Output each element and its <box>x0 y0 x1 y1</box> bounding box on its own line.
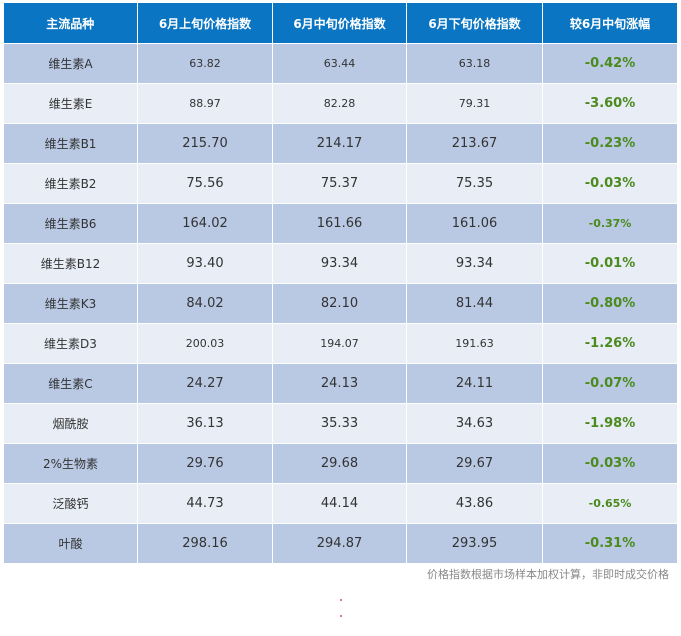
early-june-value: 215.70 <box>137 123 273 164</box>
change-value: -3.60% <box>542 83 678 124</box>
change-value: -0.80% <box>542 283 678 324</box>
table-row: 维生素B1 215.70 214.17 213.67 -0.23% <box>3 123 678 164</box>
table-row: 维生素A 63.82 63.44 63.18 -0.42% <box>3 43 678 84</box>
header-early-june-index: 6月上旬价格指数 <box>137 3 273 44</box>
early-june-value: 93.40 <box>137 243 273 284</box>
variety-name: 维生素B6 <box>3 203 138 244</box>
early-june-value: 24.27 <box>137 363 273 404</box>
mid-june-value: 82.28 <box>272 83 407 124</box>
mid-june-value: 29.68 <box>272 443 407 484</box>
late-june-value: 24.11 <box>406 363 543 404</box>
variety-name: 烟酰胺 <box>3 403 138 444</box>
change-value: -0.31% <box>542 523 678 564</box>
header-variety: 主流品种 <box>3 3 138 44</box>
late-june-value: 191.63 <box>406 323 543 364</box>
variety-name: 维生素D3 <box>3 323 138 364</box>
early-june-value: 84.02 <box>137 283 273 324</box>
table-header-row: 主流品种 6月上旬价格指数 6月中旬价格指数 6月下旬价格指数 较6月中旬涨幅 <box>3 3 678 44</box>
early-june-value: 298.16 <box>137 523 273 564</box>
change-value: -0.37% <box>542 203 678 244</box>
early-june-value: 44.73 <box>137 483 273 524</box>
late-june-value: 93.34 <box>406 243 543 284</box>
change-value: -0.03% <box>542 443 678 484</box>
mid-june-value: 35.33 <box>272 403 407 444</box>
change-value: -1.98% <box>542 403 678 444</box>
mid-june-value: 44.14 <box>272 483 407 524</box>
header-late-june-index: 6月下旬价格指数 <box>406 3 543 44</box>
late-june-value: 29.67 <box>406 443 543 484</box>
table-row: 维生素B12 93.40 93.34 93.34 -0.01% <box>3 243 678 284</box>
mid-june-value: 63.44 <box>272 43 407 84</box>
change-value: -0.65% <box>542 483 678 524</box>
variety-name: 维生素B1 <box>3 123 138 164</box>
late-june-value: 81.44 <box>406 283 543 324</box>
variety-name: 2%生物素 <box>3 443 138 484</box>
early-june-value: 29.76 <box>137 443 273 484</box>
table-row: 烟酰胺 36.13 35.33 34.63 -1.98% <box>3 403 678 444</box>
change-value: -0.42% <box>542 43 678 84</box>
late-june-value: 75.35 <box>406 163 543 204</box>
variety-name: 叶酸 <box>3 523 138 564</box>
variety-name: 维生素E <box>3 83 138 124</box>
header-mid-june-index: 6月中旬价格指数 <box>272 3 407 44</box>
table-row: 维生素E 88.97 82.28 79.31 -3.60% <box>3 83 678 124</box>
variety-name: 维生素B12 <box>3 243 138 284</box>
table-row: 维生素D3 200.03 194.07 191.63 -1.26% <box>3 323 678 364</box>
early-june-value: 75.56 <box>137 163 273 204</box>
mid-june-value: 294.87 <box>272 523 407 564</box>
vitamin-price-index-table: 主流品种 6月上旬价格指数 6月中旬价格指数 6月下旬价格指数 较6月中旬涨幅 … <box>3 3 678 564</box>
footnote: 价格指数根据市场样本加权计算，非即时成交价格 <box>427 568 669 581</box>
table-row: 维生素B2 75.56 75.37 75.35 -0.03% <box>3 163 678 204</box>
mid-june-value: 214.17 <box>272 123 407 164</box>
variety-name: 维生素K3 <box>3 283 138 324</box>
mid-june-value: 93.34 <box>272 243 407 284</box>
early-june-value: 36.13 <box>137 403 273 444</box>
table-row: 维生素K3 84.02 82.10 81.44 -0.80% <box>3 283 678 324</box>
table-row: 泛酸钙 44.73 44.14 43.86 -0.65% <box>3 483 678 524</box>
variety-name: 维生素C <box>3 363 138 404</box>
change-value: -0.01% <box>542 243 678 284</box>
change-value: -0.23% <box>542 123 678 164</box>
change-value: -0.07% <box>542 363 678 404</box>
change-value: -1.26% <box>542 323 678 364</box>
late-june-value: 161.06 <box>406 203 543 244</box>
mid-june-value: 194.07 <box>272 323 407 364</box>
variety-name: 维生素B2 <box>3 163 138 204</box>
late-june-value: 63.18 <box>406 43 543 84</box>
mid-june-value: 24.13 <box>272 363 407 404</box>
mid-june-value: 161.66 <box>272 203 407 244</box>
early-june-value: 200.03 <box>137 323 273 364</box>
decorative-dot <box>340 599 342 601</box>
early-june-value: 63.82 <box>137 43 273 84</box>
table-row: 叶酸 298.16 294.87 293.95 -0.31% <box>3 523 678 564</box>
early-june-value: 88.97 <box>137 83 273 124</box>
late-june-value: 79.31 <box>406 83 543 124</box>
late-june-value: 43.86 <box>406 483 543 524</box>
early-june-value: 164.02 <box>137 203 273 244</box>
late-june-value: 293.95 <box>406 523 543 564</box>
variety-name: 泛酸钙 <box>3 483 138 524</box>
table-row: 维生素C 24.27 24.13 24.11 -0.07% <box>3 363 678 404</box>
mid-june-value: 75.37 <box>272 163 407 204</box>
header-change-vs-mid-june: 较6月中旬涨幅 <box>542 3 678 44</box>
late-june-value: 213.67 <box>406 123 543 164</box>
mid-june-value: 82.10 <box>272 283 407 324</box>
decorative-dot <box>340 615 342 617</box>
variety-name: 维生素A <box>3 43 138 84</box>
table-row: 维生素B6 164.02 161.66 161.06 -0.37% <box>3 203 678 244</box>
change-value: -0.03% <box>542 163 678 204</box>
table-row: 2%生物素 29.76 29.68 29.67 -0.03% <box>3 443 678 484</box>
late-june-value: 34.63 <box>406 403 543 444</box>
